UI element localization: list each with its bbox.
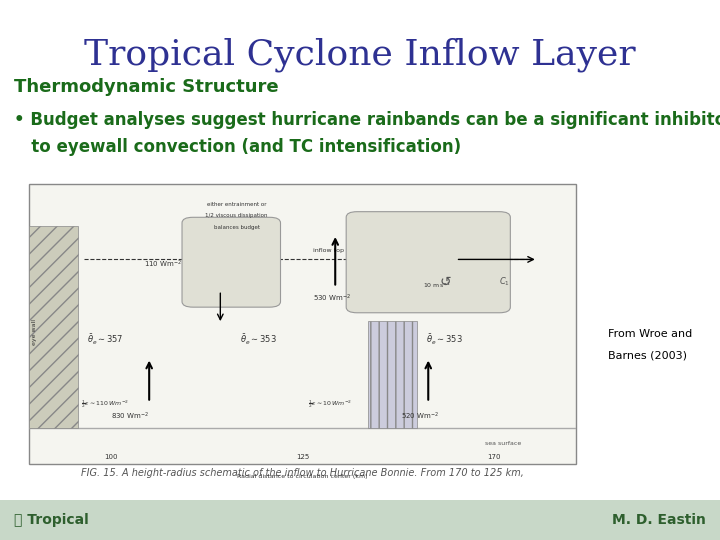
- Text: eye wall: eye wall: [32, 320, 37, 346]
- Text: 110 Wm$^{-2}$: 110 Wm$^{-2}$: [144, 259, 182, 271]
- Text: $\frac{1}{2}\epsilon{\sim}10\,Wm^{-2}$: $\frac{1}{2}\epsilon{\sim}10\,Wm^{-2}$: [307, 397, 352, 410]
- Text: From Wroe and: From Wroe and: [608, 329, 693, 340]
- Text: Radial distance to circulation center (km): Radial distance to circulation center (k…: [237, 475, 368, 480]
- Text: $\circlearrowleft$: $\circlearrowleft$: [437, 275, 452, 289]
- FancyBboxPatch shape: [29, 184, 576, 464]
- Text: 125: 125: [296, 454, 309, 460]
- Text: 1/2 viscous dissipation: 1/2 viscous dissipation: [205, 213, 268, 218]
- Text: 10 ms$^{-1}$: 10 ms$^{-1}$: [423, 280, 450, 289]
- Text: to eyewall convection (and TC intensification): to eyewall convection (and TC intensific…: [14, 138, 462, 156]
- Text: M. D. Eastin: M. D. Eastin: [612, 513, 706, 527]
- Text: balances budget: balances budget: [214, 225, 260, 230]
- Text: $\bar{\theta}_e{\sim}353$: $\bar{\theta}_e{\sim}353$: [426, 333, 463, 347]
- Text: inflow top 1000 m: inflow top 1000 m: [313, 248, 370, 253]
- Text: $\bar{\theta}_e{\sim}357$: $\bar{\theta}_e{\sim}357$: [87, 333, 123, 347]
- Text: 170: 170: [487, 454, 500, 460]
- Text: $C_1$: $C_1$: [500, 275, 510, 288]
- Text: FIG. 15. A height-radius schematic of the inflow to Hurricane Bonnie. From 170 t: FIG. 15. A height-radius schematic of th…: [81, 468, 524, 478]
- Text: Thermodynamic Structure: Thermodynamic Structure: [14, 78, 279, 96]
- Text: 520 Wm$^{-2}$: 520 Wm$^{-2}$: [401, 411, 439, 422]
- FancyBboxPatch shape: [368, 321, 418, 428]
- Text: Tropical Cyclone Inflow Layer: Tropical Cyclone Inflow Layer: [84, 38, 636, 72]
- FancyBboxPatch shape: [346, 212, 510, 313]
- Text: sea surface: sea surface: [485, 441, 521, 446]
- Text: $\bar{\theta}_e{\sim}353$: $\bar{\theta}_e{\sim}353$: [240, 333, 277, 347]
- Text: 100: 100: [104, 454, 117, 460]
- Text: $\frac{1}{2}\epsilon{\sim}110\,Wm^{-2}$: $\frac{1}{2}\epsilon{\sim}110\,Wm^{-2}$: [81, 397, 130, 410]
- FancyBboxPatch shape: [29, 226, 78, 428]
- Text: • Budget analyses suggest hurricane rainbands can be a significant inhibitor: • Budget analyses suggest hurricane rain…: [14, 111, 720, 129]
- Text: Barnes (2003): Barnes (2003): [608, 351, 688, 361]
- Text: either entrainment or: either entrainment or: [207, 202, 266, 207]
- FancyBboxPatch shape: [0, 500, 720, 540]
- Text: 830 Wm$^{-2}$: 830 Wm$^{-2}$: [111, 411, 149, 422]
- Text: 🌿 Tropical: 🌿 Tropical: [14, 513, 89, 527]
- Text: 530 Wm$^{-2}$: 530 Wm$^{-2}$: [313, 293, 351, 304]
- FancyBboxPatch shape: [182, 217, 281, 307]
